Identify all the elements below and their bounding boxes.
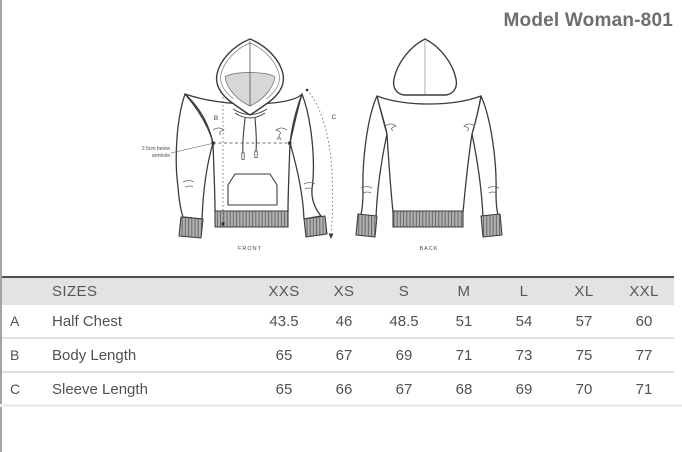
header-col-xs: XS xyxy=(333,283,355,300)
back-right-cuff xyxy=(480,213,503,238)
row-label: Half Chest xyxy=(52,312,123,330)
marker-B: B xyxy=(214,115,218,122)
cell-value: 51 xyxy=(455,312,473,330)
table-row-body-length: B Body Length 65 67 69 71 73 75 77 xyxy=(2,339,674,373)
front-hem-band xyxy=(214,210,289,228)
front-right-cuff xyxy=(303,215,328,238)
header-col-xl: XL xyxy=(574,283,594,300)
cell-value: 69 xyxy=(395,346,413,364)
armhole-note-line1: 2.5cm below xyxy=(142,146,170,152)
page-left-border xyxy=(0,0,2,452)
front-left-cuff xyxy=(178,216,204,239)
cell-value: 57 xyxy=(575,312,593,330)
row-letter: A xyxy=(10,313,20,329)
cell-value: 68 xyxy=(455,380,473,398)
header-col-m: M xyxy=(457,283,471,300)
cell-value: 48.5 xyxy=(389,312,419,330)
size-table: SIZES XXS XS S M L XL XXL A Half Chest 4… xyxy=(2,276,674,407)
cell-value: 54 xyxy=(515,312,533,330)
neckline xyxy=(232,108,268,119)
cell-value: 67 xyxy=(395,380,413,398)
table-row-half-chest: A Half Chest 43.5 46 48.5 51 54 57 60 xyxy=(2,305,674,339)
row-label: Sleeve Length xyxy=(52,380,148,398)
armhole-note-leader xyxy=(170,143,213,154)
armhole-note-line2: armhole xyxy=(152,153,170,159)
front-wrinkle-marks xyxy=(182,127,316,190)
hood-inner-rim xyxy=(220,42,280,100)
hoodie-front-diagram: B A C 2.5cm below armhole FRONT xyxy=(142,38,337,252)
header-col-s: S xyxy=(398,283,410,300)
measurement-annotations: B A C 2.5cm below armhole xyxy=(142,88,337,239)
page-title: Model Woman-801 xyxy=(503,10,673,31)
back-torso xyxy=(376,95,482,213)
row-letter: B xyxy=(10,347,20,363)
cell-value: 71 xyxy=(635,380,653,398)
row-letter: C xyxy=(10,381,21,397)
cell-value: 70 xyxy=(575,380,593,398)
back-wrinkle-marks xyxy=(360,123,500,194)
cell-value: 46 xyxy=(335,312,353,330)
back-caption: BACK xyxy=(420,246,439,252)
hoodie-back-diagram: BACK xyxy=(355,38,503,252)
table-header-row: SIZES XXS XS S M L XL XXL xyxy=(2,276,674,305)
back-hem-band xyxy=(392,210,464,228)
marker-A: A xyxy=(277,135,282,142)
cell-value: 69 xyxy=(515,380,533,398)
cell-value: 71 xyxy=(455,346,473,364)
table-bottom-divider xyxy=(0,404,682,407)
cell-value: 60 xyxy=(635,312,653,330)
cell-value: 65 xyxy=(275,380,293,398)
cell-value: 43.5 xyxy=(269,312,299,330)
kangaroo-pocket xyxy=(227,173,278,206)
cell-value: 66 xyxy=(335,380,353,398)
cell-value: 67 xyxy=(335,346,353,364)
table-row-sleeve-length: C Sleeve Length 65 66 67 68 69 70 71 xyxy=(2,373,674,407)
cell-value: 65 xyxy=(275,346,293,364)
header-sizes-label: SIZES xyxy=(52,283,98,300)
drawstrings xyxy=(241,117,258,160)
cell-value: 77 xyxy=(635,346,653,364)
front-caption: FRONT xyxy=(238,246,262,252)
row-label: Body Length xyxy=(52,346,137,364)
header-col-l: L xyxy=(519,283,529,300)
header-col-xxl: XXL xyxy=(629,283,659,300)
front-right-sleeve xyxy=(289,93,322,220)
header-col-xxs: XXS xyxy=(268,283,300,300)
back-left-cuff xyxy=(355,213,378,238)
cell-value: 73 xyxy=(515,346,533,364)
marker-C: C xyxy=(332,114,337,121)
cell-value: 75 xyxy=(575,346,593,364)
